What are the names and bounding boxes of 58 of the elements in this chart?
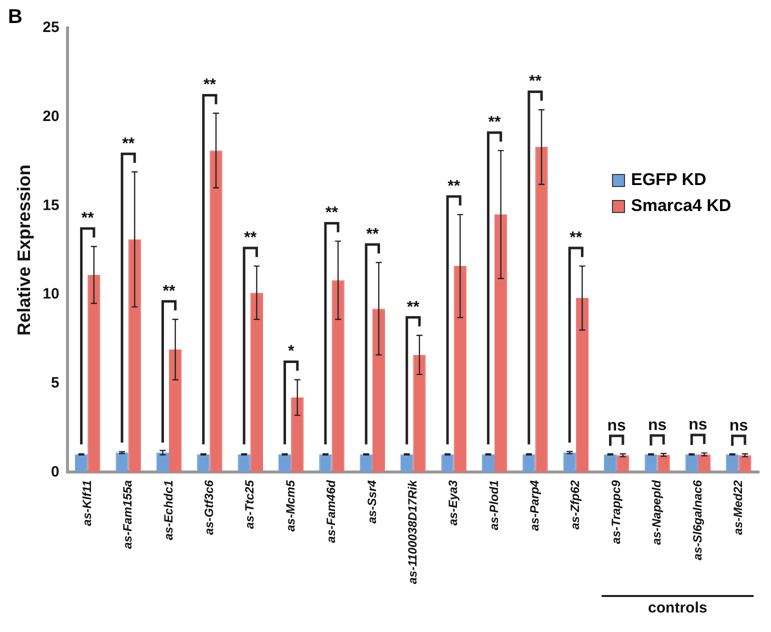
- bar: [413, 354, 426, 472]
- x-tick-label: as-1100038D17Rik: [405, 478, 420, 584]
- legend-label: Smarca4 KD: [631, 196, 732, 216]
- x-tick-label: as-Echdc1: [161, 480, 176, 540]
- bar: [128, 239, 141, 472]
- bar: [454, 266, 466, 472]
- bar: [291, 398, 304, 472]
- x-tick-label: as-Klf11: [80, 480, 94, 526]
- x-tick-label: as-Ssr4: [364, 480, 379, 524]
- annotation: ns: [648, 416, 667, 434]
- annotation: **: [162, 282, 176, 300]
- annotation: **: [244, 229, 258, 246]
- y-tick-label: 15: [42, 196, 60, 214]
- bar: [535, 147, 548, 472]
- y-tick-label: 20: [42, 108, 60, 125]
- annotation: **: [366, 226, 380, 243]
- bar: [88, 274, 100, 472]
- y-axis-title: Relative Expression: [14, 164, 34, 336]
- y-tick-label: 10: [42, 286, 60, 303]
- x-tick-label: as-Fam46d: [324, 479, 338, 543]
- bar: [169, 350, 182, 472]
- annotation: **: [570, 229, 583, 246]
- bar: [250, 292, 263, 472]
- annotation: **: [448, 178, 461, 195]
- x-tick-label: as-Fam155a: [120, 480, 135, 549]
- x-tick-label: as-Parp4: [528, 480, 542, 531]
- bar: [372, 308, 386, 472]
- x-tick-label: as-Med22: [730, 480, 745, 535]
- bar: [494, 214, 508, 472]
- y-tick-label: 5: [50, 374, 60, 392]
- y-tick-label: 25: [42, 19, 60, 36]
- bar: [332, 280, 344, 472]
- annotation: ns: [607, 417, 626, 434]
- annotation: **: [528, 73, 542, 90]
- x-tick-label: as-Mcm5: [283, 480, 298, 532]
- x-tick-label: as-Trappc9: [608, 480, 623, 544]
- annotation: **: [122, 135, 136, 152]
- x-tick-label: as-Gtf3c6: [202, 480, 216, 535]
- annotation: **: [81, 210, 95, 227]
- annotation: ns: [729, 417, 748, 434]
- x-tick-label: as-Ttc25: [242, 480, 257, 529]
- annotation: *: [288, 343, 295, 360]
- annotation: **: [326, 204, 339, 222]
- x-tick-label: as-Sl6galnac6: [690, 480, 704, 560]
- annotation: **: [488, 114, 502, 131]
- bar: [210, 150, 222, 472]
- x-tick-label: as-Plod1: [486, 480, 501, 530]
- x-tick-label: as-Zfp62: [568, 480, 582, 530]
- y-tick-label: 0: [50, 463, 60, 480]
- chart-title: B: [8, 6, 22, 29]
- x-tick-label: as-Eya3: [446, 480, 460, 526]
- annotation: **: [406, 298, 420, 316]
- annotation: **: [203, 76, 217, 94]
- legend-label: EGFP KD: [631, 170, 706, 190]
- annotation: ns: [688, 416, 708, 434]
- x-tick-label: as-Napepld: [650, 479, 664, 545]
- bar: [576, 298, 589, 472]
- text: controls: [648, 600, 708, 617]
